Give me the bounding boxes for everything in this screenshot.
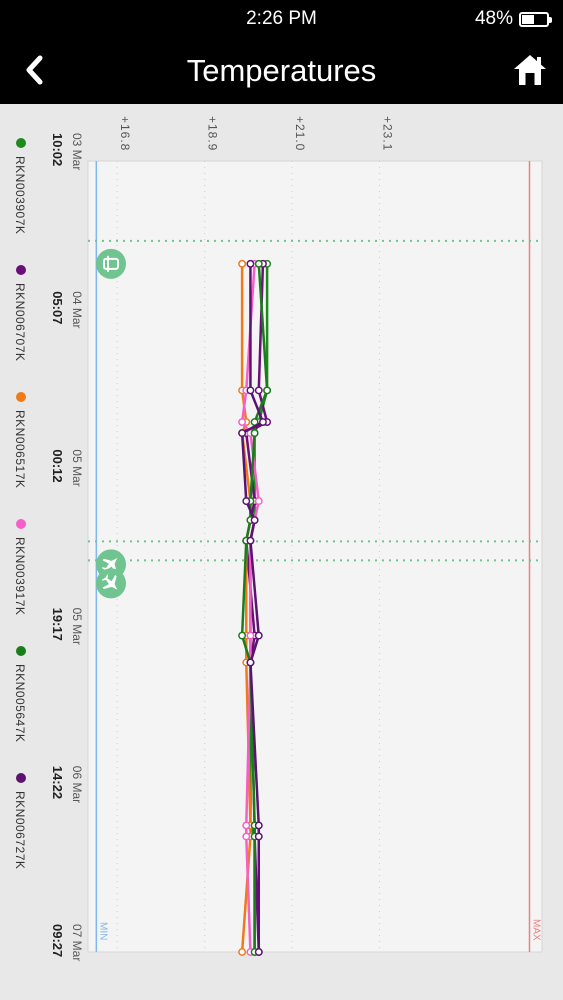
home-icon[interactable] [513, 52, 547, 88]
status-time: 2:26 PM [246, 8, 317, 29]
x-tick-date: 07 Mar [70, 924, 84, 961]
x-tick-time: 00:12 [50, 449, 65, 482]
legend-label: RKN003917K [13, 537, 27, 615]
x-tick-time: 19:17 [50, 608, 65, 641]
data-point [242, 821, 251, 830]
max-label: MAX [531, 919, 542, 941]
data-point [238, 429, 247, 438]
legend-label: RKN003907K [13, 156, 27, 234]
data-point [250, 429, 259, 438]
x-tick-time: 09:27 [50, 924, 65, 957]
page-title: Temperatures [186, 53, 377, 88]
x-tick-date: 05 Mar [70, 608, 84, 645]
plane-landing-icon [96, 568, 126, 599]
battery-icon [519, 11, 552, 27]
x-tick-time: 05:07 [50, 291, 65, 324]
data-point [246, 259, 255, 268]
x-tick-date: 05 Mar [70, 449, 84, 486]
battery-percent: 48% [474, 8, 513, 29]
x-tick-date: 06 Mar [70, 766, 84, 803]
data-point [246, 631, 255, 640]
legend-swatch [16, 265, 26, 275]
data-point [238, 948, 247, 956]
legend-swatch [16, 138, 26, 148]
data-point [254, 821, 263, 830]
data-point [246, 536, 255, 545]
data-point [254, 386, 263, 395]
x-tick-date: 03 Mar [70, 133, 84, 170]
box-shape [103, 257, 119, 270]
legend-swatch [16, 773, 26, 783]
data-point [254, 948, 263, 956]
battery-indicator: 48% [474, 8, 552, 30]
data-point [263, 386, 272, 395]
data-point [254, 497, 263, 506]
data-point [246, 658, 255, 667]
temperature-chart: +16.8 +18.9 +21.0 +23.1 03 Mar 10:02 04 Mar 05:… [13, 116, 543, 961]
chevron-left-icon[interactable] [18, 52, 54, 88]
data-point [254, 832, 263, 841]
x-tick-time: 10:02 [50, 133, 65, 166]
y-tick-label: +23.1 [381, 116, 395, 151]
plot-area [87, 160, 543, 953]
data-point [246, 386, 255, 395]
legend-swatch [16, 646, 26, 656]
y-tick-label: +21.0 [293, 116, 307, 151]
y-tick-label: +16.8 [118, 116, 132, 151]
data-point [238, 259, 247, 268]
data-point [242, 832, 251, 841]
data-point [254, 259, 263, 268]
legend-label: RKN006517K [13, 410, 27, 488]
y-tick-label: +18.9 [206, 116, 220, 151]
legend-label: RKN006707K [13, 283, 27, 361]
legend-swatch [16, 392, 26, 402]
event-badge [96, 248, 126, 279]
legend-label: RKN006727K [13, 791, 27, 869]
min-label: MIN [97, 922, 108, 940]
x-tick-time: 14:22 [50, 766, 65, 799]
data-point [238, 418, 247, 426]
status-bar: 2:26 PM 48% [0, 0, 563, 40]
data-point [254, 631, 263, 640]
data-point [250, 516, 259, 525]
legend-swatch [16, 519, 26, 529]
nav-bar: Temperatures [0, 40, 563, 104]
data-point [258, 418, 267, 426]
data-point [238, 631, 247, 640]
departure-icon [96, 248, 126, 279]
x-tick-date: 04 Mar [70, 291, 84, 328]
data-point [242, 497, 251, 506]
legend-label: RKN005647K [13, 664, 27, 742]
